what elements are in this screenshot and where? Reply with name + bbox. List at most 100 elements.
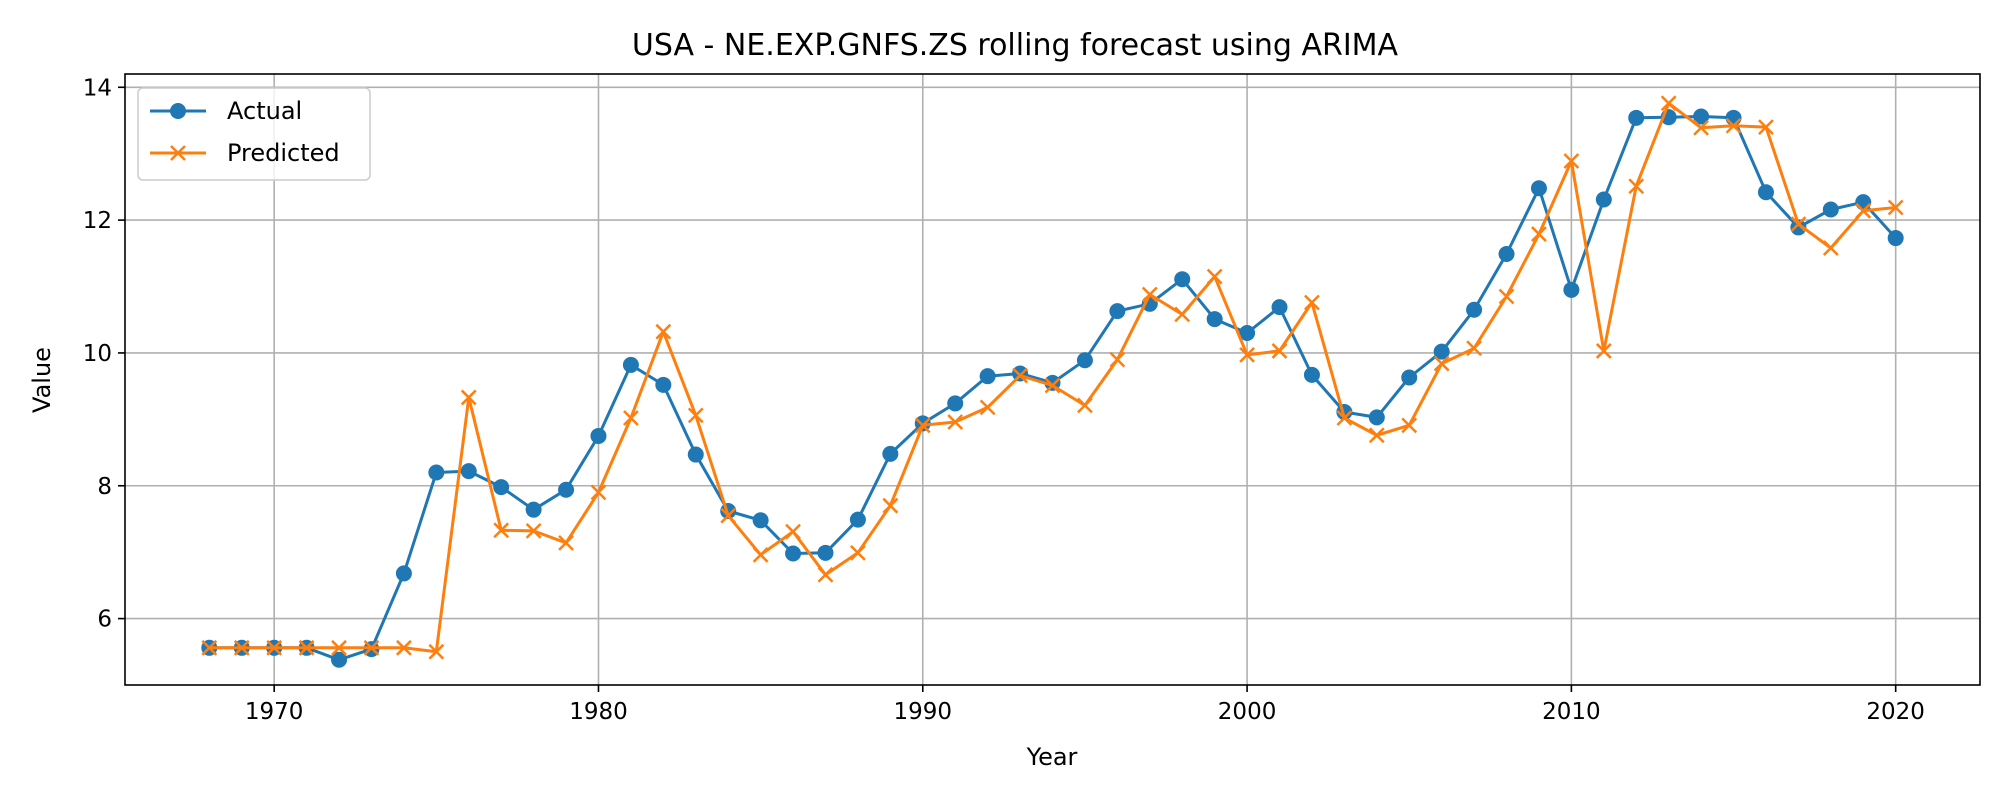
data-point-actual: [1109, 303, 1126, 320]
data-point-actual: [1790, 219, 1807, 236]
data-point-predicted: [687, 407, 704, 424]
y-tick-label: 6: [97, 607, 112, 633]
data-point-predicted: [298, 639, 315, 656]
data-point-predicted: [785, 523, 801, 540]
plot-frame: [124, 73, 1981, 686]
legend-symbol-actual: [150, 103, 206, 119]
data-point-actual: [1076, 352, 1093, 369]
data-point-predicted: [1563, 153, 1580, 169]
data-point-predicted: [1012, 367, 1028, 384]
data-point-actual: [1563, 281, 1580, 298]
data-point-actual: [1303, 366, 1320, 383]
data-point-actual: [1887, 230, 1904, 247]
data-point-actual: [460, 463, 477, 480]
data-point-actual: [1822, 201, 1839, 218]
data-point-predicted: [1401, 417, 1418, 434]
data-point-predicted: [1174, 306, 1191, 323]
data-point-predicted: [1887, 199, 1904, 216]
data-point-predicted: [817, 566, 834, 583]
data-point-actual: [1271, 299, 1288, 316]
data-point-predicted: [1855, 202, 1872, 219]
data-point-actual: [849, 511, 866, 528]
series-layer: [201, 95, 1904, 668]
legend: Actual Predicted: [137, 87, 371, 181]
legend-label-predicted: Predicted: [227, 139, 340, 167]
data-point-predicted: [1531, 226, 1547, 242]
data-point-predicted: [493, 522, 510, 539]
ticks: 1970 1980 1990 2000 2010 2020 6 8 10 12 14: [83, 75, 1925, 725]
data-point-predicted: [1595, 343, 1612, 359]
data-point-predicted: [914, 417, 931, 434]
data-point-actual: [331, 651, 348, 668]
data-point-actual: [622, 356, 639, 373]
data-point-actual: [947, 395, 964, 412]
data-point-predicted: [1336, 410, 1353, 426]
legend-marker-actual: [170, 103, 186, 119]
data-point-actual: [785, 545, 802, 562]
x-tick-label: 1970: [245, 699, 304, 725]
data-point-actual: [1628, 109, 1645, 126]
x-tick-label: 2000: [1218, 699, 1277, 725]
chart-title: USA - NE.EXP.GNFS.ZS rolling forecast us…: [632, 28, 1399, 63]
data-point-predicted: [979, 399, 996, 416]
x-tick-label: 1980: [569, 699, 628, 725]
data-point-predicted: [882, 497, 899, 514]
data-point-actual: [395, 565, 412, 582]
x-tick-label: 1990: [894, 699, 953, 725]
data-point-actual: [1725, 109, 1742, 126]
data-point-predicted: [525, 523, 542, 539]
data-point-predicted: [1044, 377, 1061, 394]
data-point-predicted: [655, 323, 672, 340]
data-point-actual: [979, 368, 996, 385]
data-point-predicted: [1693, 119, 1709, 136]
data-point-predicted: [233, 639, 250, 656]
data-point-actual: [590, 427, 607, 444]
data-point-predicted: [1206, 268, 1223, 285]
data-point-predicted: [1141, 286, 1158, 303]
grid: [125, 74, 1980, 685]
data-point-predicted: [590, 484, 607, 501]
data-point-predicted: [266, 639, 283, 656]
data-point-actual: [882, 445, 899, 462]
y-tick-label: 12: [83, 208, 112, 234]
data-point-actual: [558, 481, 575, 498]
data-point-predicted: [1790, 216, 1807, 232]
data-point-predicted: [1239, 347, 1255, 363]
data-point-predicted: [1466, 340, 1482, 357]
legend-marker-predicted: [170, 145, 186, 161]
data-point-predicted: [720, 507, 737, 524]
data-point-actual: [817, 544, 834, 561]
data-point-actual: [1595, 191, 1612, 208]
y-tick-label: 8: [97, 474, 112, 500]
series-predicted: [201, 95, 1904, 660]
legend-symbol-predicted: [150, 145, 206, 161]
data-point-predicted: [460, 389, 477, 406]
data-point-predicted: [1368, 427, 1385, 444]
data-point-predicted: [331, 639, 347, 656]
data-point-predicted: [1304, 294, 1320, 311]
data-point-actual: [1368, 409, 1385, 426]
data-point-actual: [1693, 108, 1710, 125]
data-point-predicted: [1077, 397, 1093, 414]
data-point-predicted: [1498, 288, 1515, 305]
data-point-predicted: [623, 410, 639, 426]
data-point-predicted: [752, 546, 769, 563]
data-point-actual: [1757, 184, 1774, 201]
data-point-actual: [1174, 271, 1191, 288]
data-point-actual: [1530, 180, 1547, 197]
data-point-predicted: [558, 534, 574, 551]
data-point-predicted: [1109, 351, 1126, 368]
x-tick-label: 2020: [1866, 699, 1925, 725]
data-point-predicted: [1725, 117, 1742, 134]
data-point-predicted: [428, 643, 445, 660]
legend-label-actual: Actual: [227, 97, 302, 125]
data-point-predicted: [1660, 95, 1677, 112]
data-point-predicted: [850, 544, 866, 561]
y-tick-label: 10: [83, 341, 112, 367]
data-point-actual: [1466, 301, 1483, 318]
y-axis-label: Value: [28, 347, 56, 413]
data-point-actual: [1433, 343, 1450, 360]
data-point-predicted: [1433, 355, 1450, 372]
data-point-actual: [1239, 325, 1256, 342]
